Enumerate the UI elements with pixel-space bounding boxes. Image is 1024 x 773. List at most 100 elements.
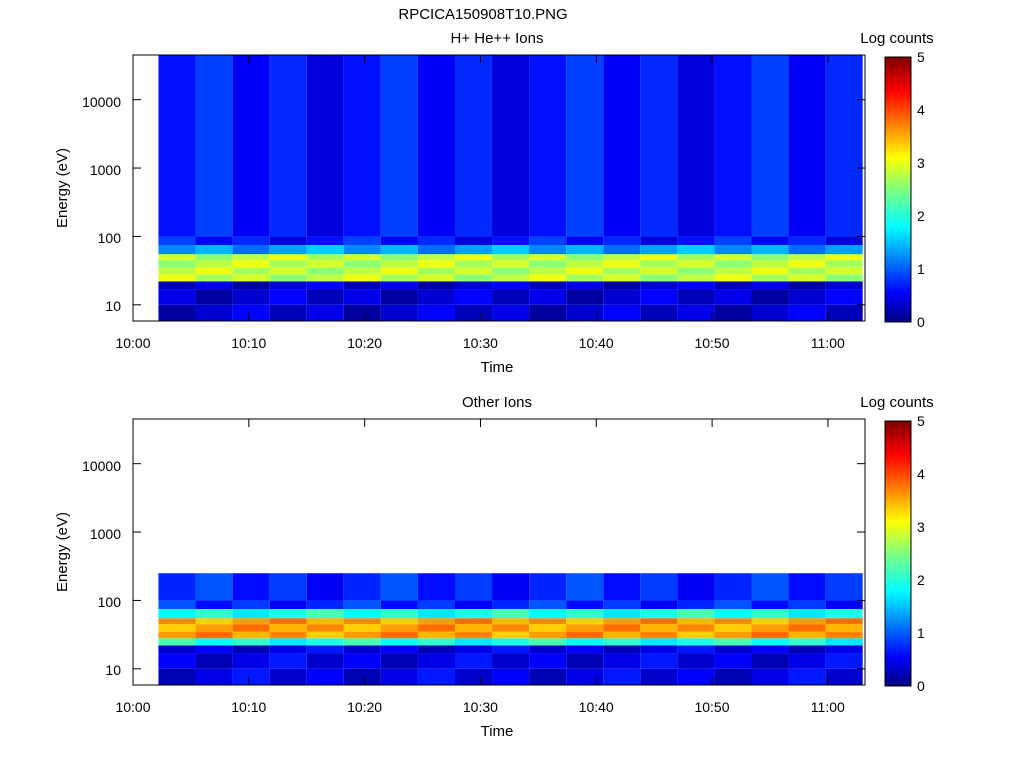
spectrogram-cell (269, 267, 307, 275)
spectrogram-cell (454, 274, 493, 282)
spectrogram-cell (603, 618, 641, 625)
panel-2-ytick-label: 10000 (82, 458, 121, 474)
spectrogram-cell (195, 638, 233, 646)
spectrogram-cell (195, 274, 233, 282)
spectrogram-cell (306, 653, 344, 669)
spectrogram-cell (380, 260, 418, 268)
panel-2-y-axis-label: Energy (eV) (54, 512, 71, 592)
spectrogram-cell (825, 304, 863, 321)
spectrogram-cell (788, 254, 826, 261)
panel-1-xtick-label: 11:00 (811, 335, 845, 351)
spectrogram-cell (603, 254, 641, 261)
spectrogram-cell (232, 254, 270, 261)
spectrogram-cell (232, 645, 270, 654)
spectrogram-cell (825, 254, 863, 261)
spectrogram-cell (751, 289, 789, 305)
spectrogram-cell (751, 236, 789, 245)
spectrogram-cell (158, 618, 196, 625)
spectrogram-cell (788, 638, 826, 646)
spectrogram-cell (751, 274, 789, 282)
spectrogram-cell (306, 573, 344, 601)
spectrogram-cell (640, 600, 678, 609)
spectrogram-cell (454, 260, 493, 268)
spectrogram-cell (714, 289, 752, 305)
spectrogram-cell (751, 618, 789, 625)
panel-1-colorbar-tick: 5 (917, 49, 925, 65)
spectrogram-cell (306, 645, 344, 654)
panel-2-colorbar-tick: 0 (917, 678, 925, 694)
spectrogram-cell (640, 244, 678, 255)
panel-1-colorbar-tick: 0 (917, 314, 925, 330)
panel-2-x-axis-label: Time (481, 723, 514, 740)
panel-1-colorbar-tick: 3 (917, 155, 925, 171)
spectrogram-cell (640, 668, 678, 685)
spectrogram-cell (454, 236, 493, 245)
spectrogram-cell (825, 624, 863, 632)
panel-2-spectrogram (158, 573, 863, 685)
spectrogram-cell (529, 289, 567, 305)
spectrogram-cell (158, 260, 196, 268)
spectrogram-cell (788, 600, 826, 609)
spectrogram-cell (751, 638, 789, 646)
spectrogram-cell (195, 653, 233, 669)
spectrogram-cell (343, 281, 381, 290)
spectrogram-cell (417, 289, 455, 305)
spectrogram-cell (158, 274, 196, 282)
spectrogram-cell (751, 608, 789, 619)
spectrogram-cell (269, 289, 307, 305)
spectrogram-cell (566, 289, 604, 305)
spectrogram-cell (380, 600, 418, 609)
spectrogram-cell (158, 624, 196, 632)
spectrogram-cell (566, 631, 604, 639)
spectrogram-cell (603, 267, 641, 275)
spectrogram-cell (492, 304, 530, 321)
spectrogram-cell (677, 274, 715, 282)
spectrogram-cell (529, 274, 567, 282)
spectrogram-cell (343, 624, 381, 632)
panel-2-axes-frame (132, 418, 866, 686)
spectrogram-cell (529, 254, 567, 261)
spectrogram-cell (529, 638, 567, 646)
spectrogram-cell (677, 645, 715, 654)
spectrogram-cell (454, 573, 493, 601)
spectrogram-cell (529, 244, 567, 255)
spectrogram-cell (677, 254, 715, 261)
spectrogram-cell (343, 304, 381, 321)
spectrogram-cell (640, 631, 678, 639)
spectrogram-cell (566, 244, 604, 255)
spectrogram-cell (825, 281, 863, 290)
spectrogram-cell (269, 260, 307, 268)
spectrogram-cell (603, 281, 641, 290)
panel-1-ytick-label: 100 (98, 230, 122, 246)
spectrogram-cell (640, 653, 678, 669)
spectrogram-cell (232, 618, 270, 625)
spectrogram-cell (343, 608, 381, 619)
spectrogram-cell (751, 304, 789, 321)
panel-2-colorbar-tick: 4 (917, 466, 925, 482)
spectrogram-cell (306, 254, 344, 261)
panel-1-xtick-label: 10:00 (115, 335, 150, 351)
spectrogram-cell (195, 631, 233, 639)
spectrogram-cell (380, 645, 418, 654)
spectrogram-cell (640, 254, 678, 261)
spectrogram-cell (232, 55, 270, 237)
spectrogram-cell (566, 608, 604, 619)
spectrogram-cell (714, 260, 752, 268)
panel-1-ytick-label: 10000 (82, 94, 121, 110)
spectrogram-cell (788, 631, 826, 639)
spectrogram-cell (306, 631, 344, 639)
spectrogram-cell (751, 260, 789, 268)
spectrogram-cell (788, 236, 826, 245)
spectrogram-cell (306, 668, 344, 685)
spectrogram-cell (343, 600, 381, 609)
spectrogram-cell (603, 631, 641, 639)
spectrogram-cell (492, 289, 530, 305)
spectrogram-cell (788, 645, 826, 654)
spectrogram-cell (158, 55, 196, 237)
spectrogram-cell (529, 55, 567, 237)
panel-2-xtick-label: 10:00 (115, 699, 150, 715)
spectrogram-cell (417, 267, 455, 275)
spectrogram-cell (788, 244, 826, 255)
